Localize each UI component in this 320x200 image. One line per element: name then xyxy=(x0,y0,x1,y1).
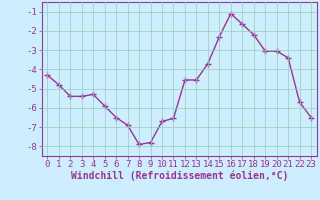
X-axis label: Windchill (Refroidissement éolien,°C): Windchill (Refroidissement éolien,°C) xyxy=(70,171,288,181)
